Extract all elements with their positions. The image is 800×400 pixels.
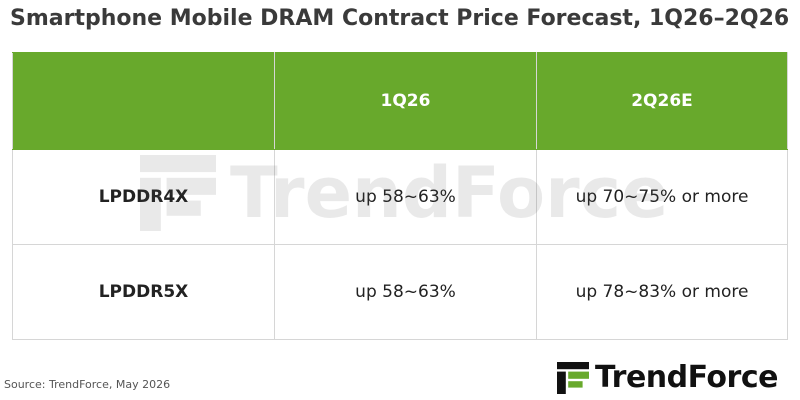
title: Smartphone Mobile DRAM Contract Price Fo… <box>10 6 790 31</box>
row: LPDDR5X up 58~63% up 78~83% or more <box>12 244 788 340</box>
cell: up 78~83% or more <box>536 244 788 340</box>
header-cell <box>12 52 275 150</box>
header-cell: 1Q26 <box>274 52 537 150</box>
source: Source: TrendForce, May 2026 <box>4 378 171 391</box>
row-header: LPDDR5X <box>12 244 275 340</box>
row: LPDDR4X up 58~63% up 70~75% or more <box>12 149 788 245</box>
logo: TrendForce <box>557 360 778 395</box>
logo-text: TrendForce <box>595 360 778 395</box>
cell: up 70~75% or more <box>536 149 788 245</box>
cell: up 58~63% <box>274 149 537 245</box>
header-cell: 2Q26E <box>536 52 788 150</box>
table: 1Q26 2Q26E LPDDR4X up 58~63% up 70~75% o… <box>12 52 788 340</box>
header-row: 1Q26 2Q26E <box>12 52 788 150</box>
cell: up 58~63% <box>274 244 537 340</box>
row-header: LPDDR4X <box>12 149 275 245</box>
logo-icon <box>557 361 589 394</box>
